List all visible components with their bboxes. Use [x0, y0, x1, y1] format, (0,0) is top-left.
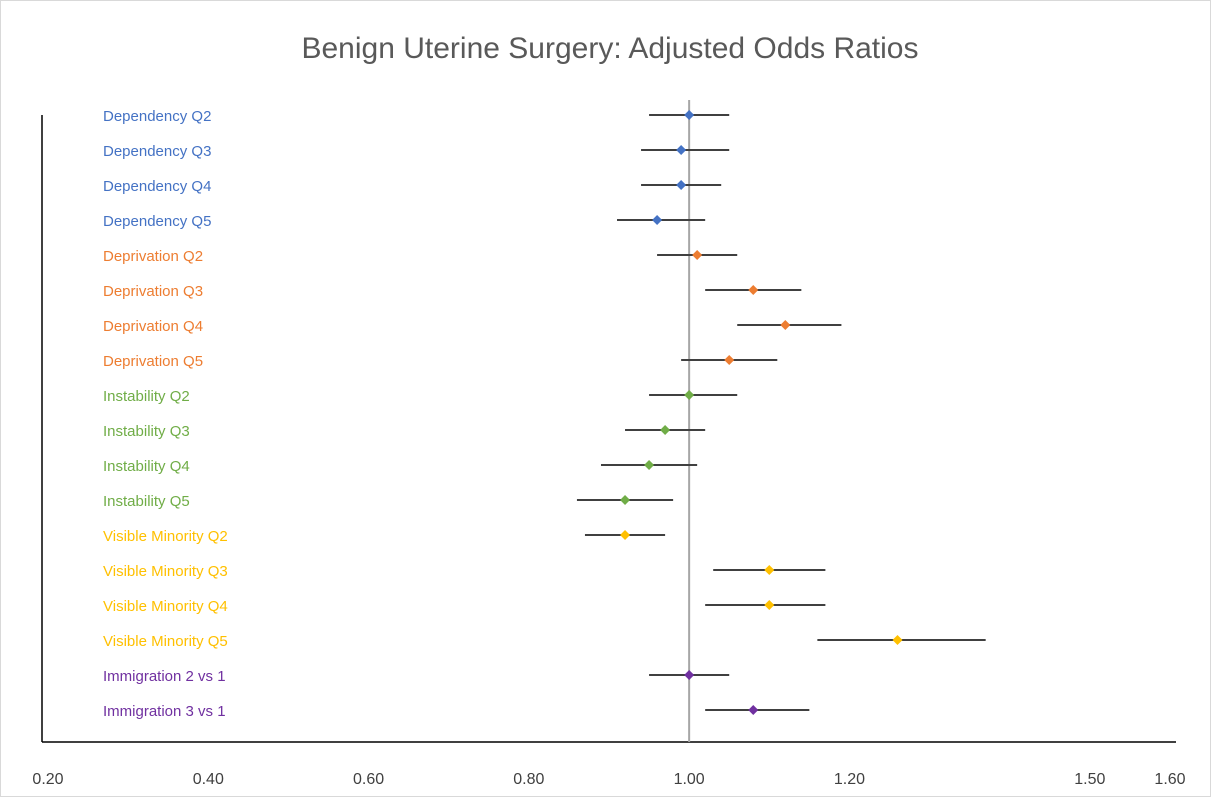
x-tick-label: 0.20 [32, 771, 63, 788]
category-label: Deprivation Q3 [103, 283, 203, 300]
x-tick-label: 0.60 [353, 771, 384, 788]
category-label: Dependency Q5 [103, 213, 211, 230]
category-label: Instability Q5 [103, 493, 190, 510]
chart-title: Benign Uterine Surgery: Adjusted Odds Ra… [301, 32, 918, 65]
x-tick-label: 0.80 [513, 771, 544, 788]
point-marker [684, 670, 695, 680]
category-label: Deprivation Q4 [103, 318, 203, 335]
x-tick-label: 0.40 [193, 771, 224, 788]
category-label: Visible Minority Q4 [103, 598, 228, 615]
category-label: Instability Q3 [103, 423, 190, 440]
x-tick-label: 1.20 [834, 771, 865, 788]
x-tick-label: 1.50 [1074, 771, 1105, 788]
point-marker [652, 215, 663, 225]
x-tick-label: 1.60 [1154, 771, 1185, 788]
point-marker [724, 355, 735, 365]
point-marker [692, 250, 703, 260]
category-label: Dependency Q4 [103, 178, 211, 195]
category-label: Immigration 3 vs 1 [103, 703, 226, 720]
point-marker [644, 460, 655, 470]
category-label: Immigration 2 vs 1 [103, 668, 226, 685]
point-marker [764, 600, 775, 610]
point-marker [620, 530, 631, 540]
point-marker [620, 495, 631, 505]
point-marker [684, 110, 695, 120]
point-marker [764, 565, 775, 575]
category-label: Instability Q2 [103, 388, 190, 405]
point-marker [748, 285, 759, 295]
point-marker [660, 425, 671, 435]
category-label: Visible Minority Q3 [103, 563, 228, 580]
category-label: Visible Minority Q2 [103, 528, 228, 545]
category-label: Deprivation Q5 [103, 353, 203, 370]
x-tick-label: 1.00 [674, 771, 705, 788]
point-marker [676, 180, 687, 190]
category-label: Visible Minority Q5 [103, 633, 228, 650]
point-marker [684, 390, 695, 400]
category-label: Dependency Q3 [103, 143, 211, 160]
category-label: Deprivation Q2 [103, 248, 203, 265]
point-marker [748, 705, 759, 715]
category-label: Dependency Q2 [103, 108, 211, 125]
category-label: Instability Q4 [103, 458, 190, 475]
point-marker [892, 635, 903, 645]
point-marker [676, 145, 687, 155]
point-marker [780, 320, 791, 330]
